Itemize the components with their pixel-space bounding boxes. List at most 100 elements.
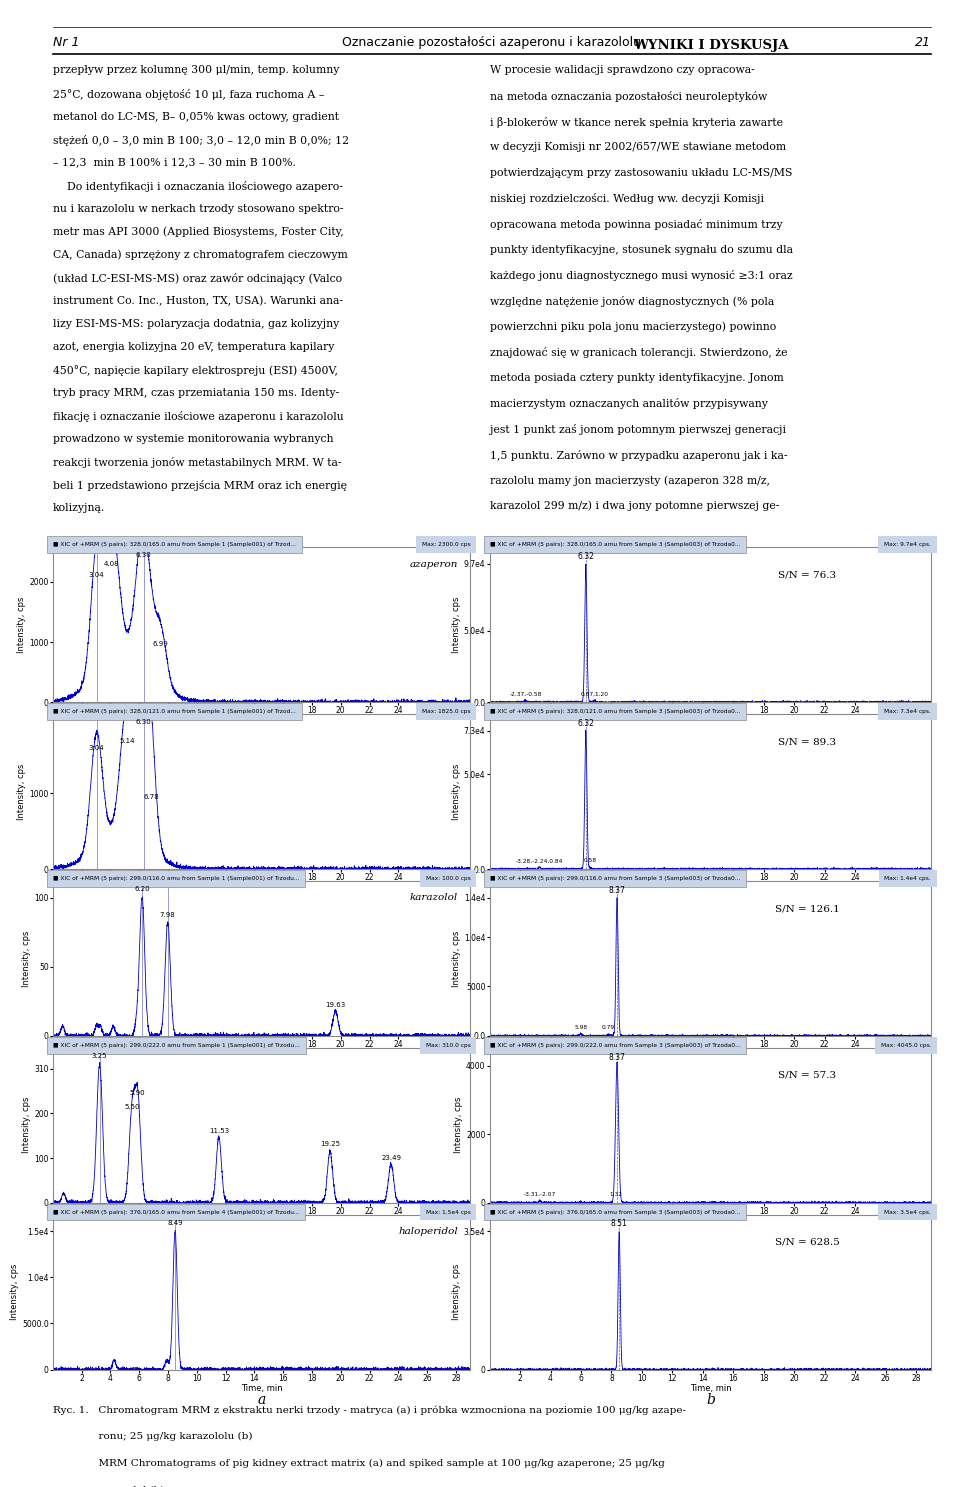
Text: 25°C, dozowana objętość 10 μl, faza ruchoma A –: 25°C, dozowana objętość 10 μl, faza ruch… (53, 89, 324, 100)
Text: W procesie walidacji sprawdzono czy opracowa-: W procesie walidacji sprawdzono czy opra… (490, 65, 755, 76)
Text: ■ XIC of +MRM (5 pairs): 328.0/165.0 amu from Sample 3 (Sample003) of Trzoda0...: ■ XIC of +MRM (5 pairs): 328.0/165.0 amu… (490, 543, 740, 547)
Y-axis label: Intensity, cps: Intensity, cps (452, 931, 461, 986)
Text: metanol do LC-MS, B– 0,05% kwas octowy, gradient: metanol do LC-MS, B– 0,05% kwas octowy, … (53, 112, 339, 122)
Text: carazolol (b): carazolol (b) (53, 1486, 164, 1487)
Text: 5.14: 5.14 (119, 739, 134, 745)
Text: jest 1 punkt zaś jonom potomnym pierwszej generacji: jest 1 punkt zaś jonom potomnym pierwsze… (490, 424, 785, 436)
Text: 1.32: 1.32 (610, 1193, 623, 1197)
Text: -2.37,-0.58: -2.37,-0.58 (510, 691, 541, 696)
Text: 5.50: 5.50 (124, 1103, 140, 1109)
Text: – 12,3  min B 100% i 12,3 – 30 min B 100%.: – 12,3 min B 100% i 12,3 – 30 min B 100%… (53, 158, 296, 168)
Text: lizy ESI-MS-MS: polaryzacja dodatnia, gaz kolizyjny: lizy ESI-MS-MS: polaryzacja dodatnia, ga… (53, 320, 339, 329)
Text: ■ XIC of +MRM (5 pairs): 299.0/222.0 amu from Sample 1 (Sample001) of Trzodu...: ■ XIC of +MRM (5 pairs): 299.0/222.0 amu… (53, 1042, 300, 1048)
Text: b: b (706, 1393, 715, 1407)
Text: ■ XIC of +MRM (5 pairs): 328.0/121.0 amu from Sample 1 (Sample001) of Trzod...: ■ XIC of +MRM (5 pairs): 328.0/121.0 amu… (53, 709, 296, 714)
Text: S/N = 57.3: S/N = 57.3 (779, 1071, 836, 1080)
X-axis label: Time, min: Time, min (689, 883, 732, 892)
Y-axis label: Intensity, cps: Intensity, cps (454, 1097, 463, 1154)
Text: Max: 3.5e4 cps.: Max: 3.5e4 cps. (884, 1209, 931, 1215)
Y-axis label: Intensity, cps: Intensity, cps (22, 931, 32, 986)
Text: karazolol 299 m/z) i dwa jony potomne pierwszej ge-: karazolol 299 m/z) i dwa jony potomne pi… (490, 501, 779, 512)
Text: w decyzji Komisji nr 2002/657/WE stawiane metodom: w decyzji Komisji nr 2002/657/WE stawian… (490, 143, 785, 152)
Text: 8.37: 8.37 (609, 1053, 626, 1062)
Text: Oznaczanie pozostałości azaperonu i karazololu: Oznaczanie pozostałości azaperonu i kara… (343, 36, 641, 49)
Text: kolizyjną.: kolizyjną. (53, 504, 105, 513)
Text: Nr 1: Nr 1 (53, 36, 80, 49)
Text: razololu mamy jon macierzysty (azaperon 328 m/z,: razololu mamy jon macierzysty (azaperon … (490, 476, 770, 486)
X-axis label: Time, min: Time, min (241, 1218, 282, 1227)
Text: 5.98: 5.98 (574, 1026, 588, 1030)
Text: opracowana metoda powinna posiadać minimum trzy: opracowana metoda powinna posiadać minim… (490, 219, 782, 230)
Text: 11.53: 11.53 (208, 1127, 228, 1133)
Text: ronu; 25 μg/kg karazololu (b): ronu; 25 μg/kg karazololu (b) (53, 1432, 252, 1441)
Text: 7.98: 7.98 (159, 912, 176, 919)
Text: niskiej rozdzielczości. Według ww. decyzji Komisji: niskiej rozdzielczości. Według ww. decyz… (490, 193, 763, 205)
Text: 6.30: 6.30 (135, 720, 152, 726)
Text: 6.78: 6.78 (144, 794, 159, 800)
Text: Ryc. 1.   Chromatogram MRM z ekstraktu nerki trzody - matryca (a) i próbka wzmoc: Ryc. 1. Chromatogram MRM z ekstraktu ner… (53, 1405, 685, 1414)
Text: a: a (257, 1393, 266, 1407)
Text: 6.99: 6.99 (153, 641, 169, 647)
Y-axis label: Intensity, cps: Intensity, cps (22, 1097, 32, 1154)
Text: Max: 2300.0 cps: Max: 2300.0 cps (421, 543, 470, 547)
Text: S/N = 126.1: S/N = 126.1 (775, 904, 840, 913)
Y-axis label: Intensity, cps: Intensity, cps (452, 1264, 461, 1320)
Text: ■ XIC of +MRM (5 pairs): 376.0/165.0 amu from Sample 4 (Sample001) of Trzodu...: ■ XIC of +MRM (5 pairs): 376.0/165.0 amu… (53, 1209, 300, 1215)
Text: MRM Chromatograms of pig kidney extract matrix (a) and spiked sample at 100 μg/k: MRM Chromatograms of pig kidney extract … (53, 1459, 664, 1468)
Text: WYNIKI I DYSKUSJA: WYNIKI I DYSKUSJA (633, 39, 788, 52)
Y-axis label: Intensity, cps: Intensity, cps (17, 596, 27, 653)
Text: instrument Co. Inc., Huston, TX, USA). Warunki ana-: instrument Co. Inc., Huston, TX, USA). W… (53, 296, 343, 306)
Text: powierzchni piku pola jonu macierzystego) powinno: powierzchni piku pola jonu macierzystego… (490, 321, 776, 332)
Text: beli 1 przedstawiono przejścia MRM oraz ich energię: beli 1 przedstawiono przejścia MRM oraz … (53, 480, 347, 491)
Text: haloperidol: haloperidol (398, 1227, 458, 1236)
X-axis label: Time, min: Time, min (689, 1050, 732, 1059)
Text: ■ XIC of +MRM (5 pairs): 299.0/116.0 amu from Sample 1 (Sample001) of Trzodu...: ■ XIC of +MRM (5 pairs): 299.0/116.0 amu… (53, 876, 300, 880)
Text: 0.79: 0.79 (602, 1026, 614, 1030)
Text: ■ XIC of +MRM (5 pairs): 376.0/165.0 amu from Sample 3 (Sample003) of Trzoda0...: ■ XIC of +MRM (5 pairs): 376.0/165.0 amu… (490, 1209, 740, 1215)
Text: tryb pracy MRM, czas przemiatania 150 ms. Identy-: tryb pracy MRM, czas przemiatania 150 ms… (53, 388, 339, 399)
Text: Do identyfikacji i oznaczania ilościowego azapero-: Do identyfikacji i oznaczania ilościoweg… (53, 181, 343, 192)
Text: 4.08: 4.08 (104, 561, 119, 567)
Text: przepływ przez kolumnę 300 μl/min, temp. kolumny: przepływ przez kolumnę 300 μl/min, temp.… (53, 65, 339, 76)
Text: reakcji tworzenia jonów metastabilnych MRM. W ta-: reakcji tworzenia jonów metastabilnych M… (53, 458, 342, 468)
X-axis label: Time, min: Time, min (689, 1384, 732, 1393)
Text: S/N = 628.5: S/N = 628.5 (775, 1237, 840, 1246)
Text: 6.20: 6.20 (134, 886, 150, 892)
Text: 6.30: 6.30 (135, 552, 152, 558)
Text: S/N = 76.3: S/N = 76.3 (779, 571, 836, 580)
X-axis label: Time, min: Time, min (241, 717, 282, 726)
Y-axis label: Intensity, cps: Intensity, cps (452, 596, 461, 653)
Text: 0.87,1.20: 0.87,1.20 (580, 691, 609, 696)
Text: 23.49: 23.49 (381, 1155, 401, 1161)
X-axis label: Time, min: Time, min (689, 1218, 732, 1227)
X-axis label: Time, min: Time, min (241, 1050, 282, 1059)
Text: 5.90: 5.90 (130, 1090, 146, 1096)
Text: 8.37: 8.37 (609, 886, 626, 895)
Text: Max: 1.5e4 cps: Max: 1.5e4 cps (425, 1209, 470, 1215)
Text: metoda posiada cztery punkty identyfikacyjne. Jonom: metoda posiada cztery punkty identyfikac… (490, 373, 783, 382)
Text: 3.04: 3.04 (88, 745, 105, 751)
X-axis label: Time, min: Time, min (241, 883, 282, 892)
Text: Max: 1825.0 cps: Max: 1825.0 cps (421, 709, 470, 714)
Text: na metoda oznaczania pozostałości neuroleptyków: na metoda oznaczania pozostałości neurol… (490, 91, 767, 103)
X-axis label: Time, min: Time, min (241, 1384, 282, 1393)
Text: 19.63: 19.63 (325, 1002, 346, 1008)
Text: ■ XIC of +MRM (5 pairs): 328.0/121.0 amu from Sample 3 (Sample003) of Trzoda0...: ■ XIC of +MRM (5 pairs): 328.0/121.0 amu… (490, 709, 740, 714)
Text: azot, energia kolizyjna 20 eV, temperatura kapilary: azot, energia kolizyjna 20 eV, temperatu… (53, 342, 334, 352)
Text: metr mas API 3000 (Applied Biosystems, Foster City,: metr mas API 3000 (Applied Biosystems, F… (53, 228, 344, 238)
Text: nu i karazololu w nerkach trzody stosowano spektro-: nu i karazololu w nerkach trzody stosowa… (53, 204, 344, 214)
Text: azaperon: azaperon (410, 559, 458, 568)
Text: 3.04: 3.04 (88, 571, 105, 577)
Text: 19.25: 19.25 (320, 1142, 340, 1148)
Text: Max: 7.3e4 cps.: Max: 7.3e4 cps. (884, 709, 931, 714)
Text: znajdować się w granicach tolerancji. Stwierdzono, że: znajdować się w granicach tolerancji. St… (490, 346, 787, 358)
Text: (układ LC-ESI-MS-MS) oraz zawór odcinający (Valco: (układ LC-ESI-MS-MS) oraz zawór odcinają… (53, 274, 342, 284)
Y-axis label: Intensity, cps: Intensity, cps (17, 763, 27, 819)
Text: i β-blokerów w tkance nerek spełnia kryteria zawarte: i β-blokerów w tkance nerek spełnia kryt… (490, 116, 782, 128)
Text: ■ XIC of +MRM (5 pairs): 299.0/222.0 amu from Sample 3 (Sample003) of Trzoda0...: ■ XIC of +MRM (5 pairs): 299.0/222.0 amu… (490, 1042, 740, 1048)
Text: punkty identyfikacyjne, stosunek sygnału do szumu dla: punkty identyfikacyjne, stosunek sygnału… (490, 245, 793, 254)
Text: 8.49: 8.49 (167, 1219, 182, 1225)
X-axis label: Time, min: Time, min (689, 717, 732, 726)
Text: prowadzono w systemie monitorowania wybranych: prowadzono w systemie monitorowania wybr… (53, 434, 333, 445)
Text: 8.51: 8.51 (611, 1219, 628, 1228)
